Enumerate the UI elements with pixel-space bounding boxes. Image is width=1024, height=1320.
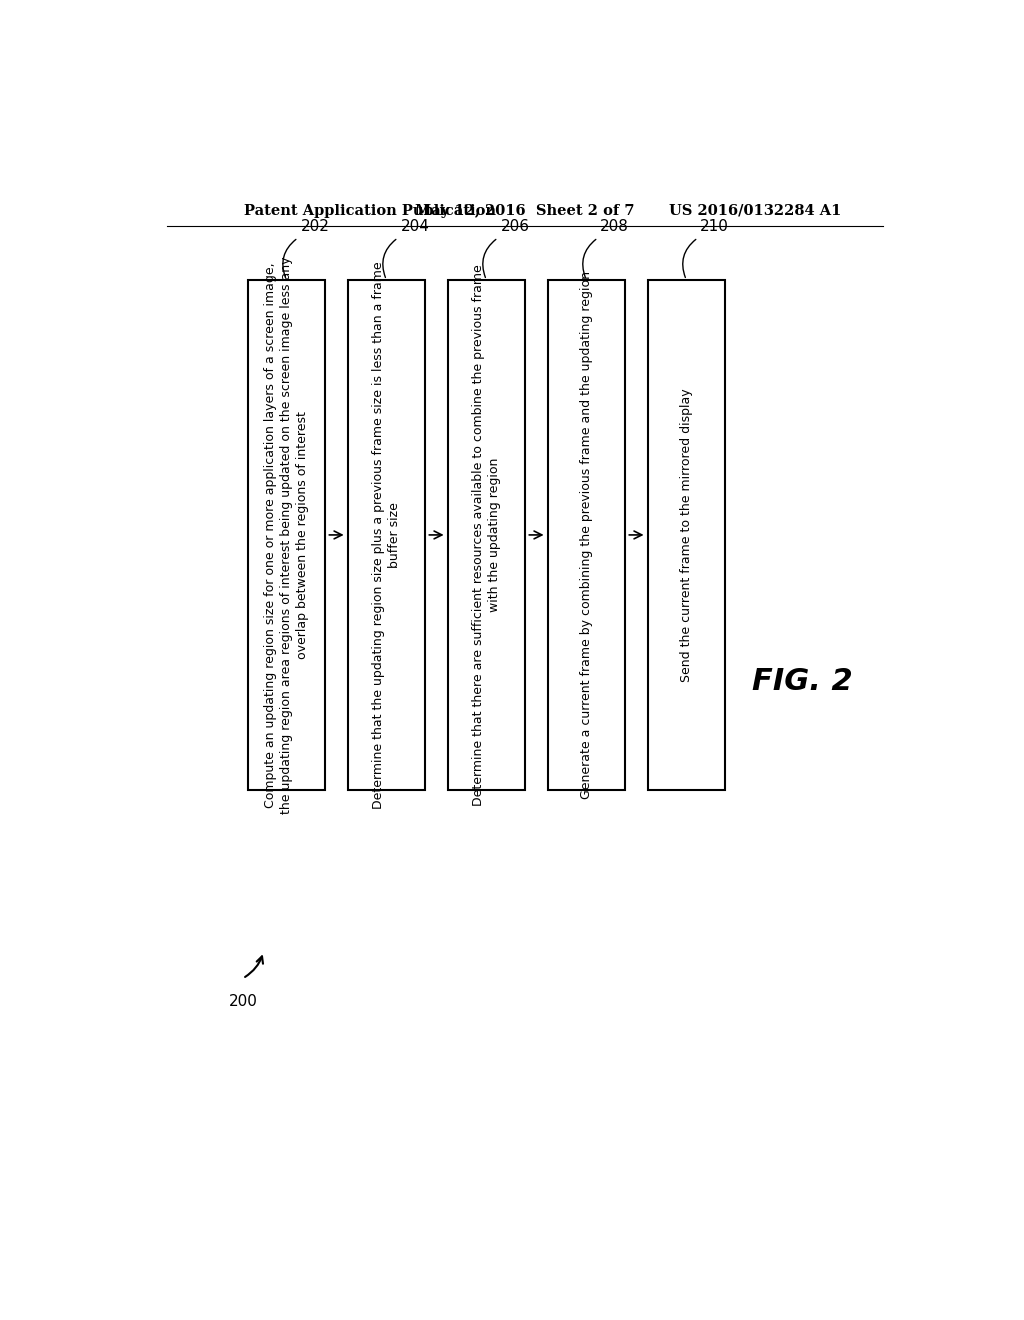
Text: May 12, 2016  Sheet 2 of 7: May 12, 2016 Sheet 2 of 7 (415, 203, 635, 218)
Text: Generate a current frame by combining the previous frame and the updating region: Generate a current frame by combining th… (580, 271, 593, 799)
Text: Compute an updating region size for one or more application layers of a screen i: Compute an updating region size for one … (264, 256, 309, 813)
FancyArrowPatch shape (383, 239, 396, 277)
Text: 210: 210 (700, 219, 729, 234)
Text: FIG. 2: FIG. 2 (752, 668, 853, 697)
FancyArrowPatch shape (583, 239, 596, 277)
Bar (548, 280, 625, 789)
Text: 200: 200 (228, 994, 258, 1008)
Text: 202: 202 (300, 219, 330, 234)
FancyArrowPatch shape (683, 239, 695, 277)
Text: 206: 206 (501, 219, 529, 234)
Text: 204: 204 (400, 219, 429, 234)
Text: Send the current frame to the mirrored display: Send the current frame to the mirrored d… (680, 388, 693, 681)
Bar (248, 280, 325, 789)
Text: Determine that there are sufficient resources available to combine the previous : Determine that there are sufficient reso… (472, 264, 501, 805)
FancyArrowPatch shape (283, 239, 296, 277)
Bar (449, 280, 524, 789)
Text: 208: 208 (600, 219, 629, 234)
Text: Determine that the updating region size plus a previous frame size is less than : Determine that the updating region size … (372, 261, 401, 809)
Text: US 2016/0132284 A1: US 2016/0132284 A1 (669, 203, 841, 218)
Bar (648, 280, 725, 789)
Text: Patent Application Publication: Patent Application Publication (245, 203, 497, 218)
FancyArrowPatch shape (482, 239, 496, 277)
Bar (348, 280, 425, 789)
